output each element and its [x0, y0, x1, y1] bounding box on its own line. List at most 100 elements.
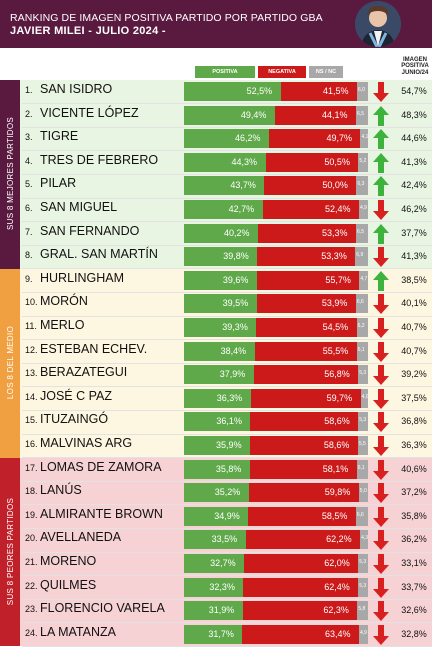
bar-ns: [359, 270, 368, 290]
negative-value-label: 63,4%: [324, 628, 351, 639]
district-name: ALMIRANTE BROWN: [40, 506, 163, 521]
district-name: GRAL. SAN MARTÍN: [40, 247, 158, 262]
row-divider: [22, 598, 432, 600]
positive-value-label: 42,7%: [228, 204, 255, 214]
bar-negative: [265, 152, 359, 172]
trend-down-arrow-icon: [373, 483, 389, 504]
table-row: 4. TRES DE FEBRERO 44,3% 50,5% 5,2 41,3%: [0, 151, 432, 175]
district-name: MORENO: [40, 554, 97, 568]
positive-value-label: 32,7%: [210, 558, 236, 568]
ns-value-label: 6,1: [357, 346, 365, 353]
bar-negative: [256, 270, 360, 290]
rank-number: 21.: [25, 557, 38, 567]
negative-value-label: 49,7%: [326, 133, 352, 144]
legend-positive-swatch: [195, 66, 255, 78]
row-divider: [22, 409, 432, 411]
positive-value-label: 35,9%: [216, 440, 242, 450]
positive-value-label: 52,5%: [246, 86, 273, 96]
bar-positive: [184, 294, 257, 314]
positive-value-label: 31,7%: [208, 628, 234, 639]
district-name: TRES DE FEBRERO: [40, 152, 159, 167]
bar-positive: [184, 318, 257, 337]
row-divider: [22, 221, 432, 223]
trend-down-arrow-icon: [373, 365, 389, 386]
trend-up-arrow-icon: [373, 223, 389, 244]
positive-value-label: 46,2%: [235, 133, 261, 144]
bar-positive: [184, 200, 263, 219]
bar-negative: [257, 247, 356, 267]
district-name: JOSÉ C PAZ: [40, 388, 113, 403]
bar-positive: [184, 506, 249, 526]
trend-up-arrow-icon: [373, 105, 389, 126]
negative-value-label: 53,3%: [321, 251, 347, 262]
bar-positive: [184, 365, 254, 385]
district-name: LA MATANZA: [40, 624, 116, 639]
rank-number: 14.: [25, 391, 38, 402]
rank-number: 16.: [25, 439, 38, 449]
row-divider: [22, 386, 432, 388]
positive-value-label: 43,7%: [230, 180, 256, 191]
row-divider: [22, 527, 432, 529]
positive-value-label: 39,5%: [222, 298, 249, 309]
bar-positive: [184, 436, 251, 455]
row-divider: [22, 173, 432, 175]
rank-number: 11.: [25, 321, 37, 331]
image-junio-value: 35,8%: [401, 510, 427, 521]
bar-negative: [264, 176, 357, 196]
negative-value-label: 54,5%: [322, 322, 349, 332]
trend-down-arrow-icon: [373, 624, 389, 645]
positive-value-label: 38,4%: [220, 345, 247, 356]
negative-value-label: 56,8%: [324, 369, 350, 380]
negative-value-label: 53,3%: [322, 227, 348, 238]
negative-value-label: 44,1%: [322, 109, 348, 120]
table-row: 23. FLORENCIO VARELA 31,9% 62,3% 5,8 32,6%: [0, 599, 432, 623]
trend-down-arrow-icon: [373, 318, 389, 338]
ns-value-label: 6,5: [357, 228, 364, 235]
bar-ns: [358, 412, 368, 432]
image-junio-value: 42,4%: [401, 180, 427, 191]
district-name: TIGRE: [40, 129, 79, 144]
bar-negative: [254, 341, 357, 361]
bar-ns: [360, 530, 368, 550]
bar-ns: [356, 459, 368, 479]
bar-positive: [184, 341, 255, 361]
table-row: 19. ALMIRANTE BROWN 34,9% 58,5% 6,6 35,8%: [0, 505, 432, 529]
trend-down-arrow-icon: [373, 412, 389, 433]
positive-value-label: 36,1%: [216, 416, 242, 427]
bar-negative: [253, 365, 359, 385]
ns-value-label: 5,3: [359, 370, 367, 377]
row-divider: [22, 645, 432, 647]
image-junio-value: 38,5%: [401, 274, 427, 285]
negative-value-label: 55,7%: [325, 274, 351, 285]
table-row: 11. MERLO 39,3% 54,5% 6,2 40,7%: [0, 316, 432, 340]
bar-positive: [184, 577, 244, 597]
ns-value-label: 6,5: [357, 110, 364, 117]
section-strip-1: [0, 80, 20, 269]
bar-ns: [358, 483, 368, 503]
district-name: PILAR: [40, 176, 77, 191]
image-junio-value: 40,6%: [401, 463, 427, 474]
table-row: 12. ESTEBAN ECHEV. 38,4% 55,5% 6,1 40,7%: [0, 340, 432, 364]
rank-number: 3.: [25, 132, 33, 143]
negative-value-label: 62,4%: [324, 581, 350, 592]
bar-positive: [184, 412, 251, 432]
rank-number: 8.: [25, 250, 33, 261]
ns-value-label: 5,5: [358, 441, 366, 447]
positive-value-label: 33,5%: [211, 534, 238, 545]
trend-up-arrow-icon: [373, 176, 389, 197]
image-junio-value: 46,2%: [401, 204, 427, 214]
bar-ns: [360, 388, 368, 408]
trend-down-arrow-icon: [373, 436, 389, 456]
table-row: 15. ITUZAINGÓ 36,1% 58,6% 5,3 36,8%: [0, 410, 432, 434]
bar-ns: [358, 577, 368, 597]
district-name: QUILMES: [40, 577, 97, 592]
bar-positive: [184, 624, 243, 644]
bar-negative: [248, 483, 359, 503]
bar-positive: [184, 82, 281, 101]
negative-value-label: 62,2%: [326, 534, 352, 545]
section-strip-2: [0, 268, 20, 458]
bar-ns: [358, 152, 368, 172]
district-name: SAN ISIDRO: [40, 82, 113, 96]
ns-value-label: 5,3: [359, 559, 367, 565]
district-name: AVELLANEDA: [40, 530, 122, 545]
